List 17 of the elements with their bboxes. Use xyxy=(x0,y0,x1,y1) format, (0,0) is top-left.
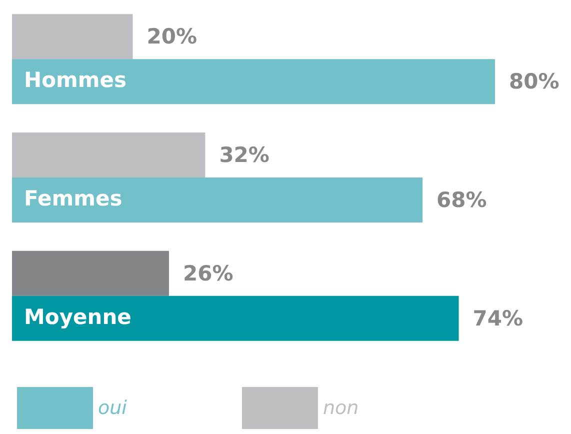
bar xyxy=(12,59,495,104)
y-tick-label: Femmes xyxy=(24,186,122,210)
bar xyxy=(12,14,133,60)
y-tick-label: Hommes xyxy=(24,68,127,92)
data-label: 26% xyxy=(182,261,234,286)
bar xyxy=(12,132,206,178)
data-label: 80% xyxy=(509,70,560,94)
bar xyxy=(12,178,423,222)
data-label: 68% xyxy=(436,188,487,212)
legend-label: non xyxy=(322,397,359,419)
data-label: 20% xyxy=(146,24,198,49)
data-label: 74% xyxy=(472,306,524,330)
y-tick-label: Moyenne xyxy=(24,304,132,329)
bar xyxy=(12,296,459,341)
legend-label: oui xyxy=(98,397,128,419)
bar xyxy=(12,250,169,296)
data-label: 32% xyxy=(219,143,270,167)
